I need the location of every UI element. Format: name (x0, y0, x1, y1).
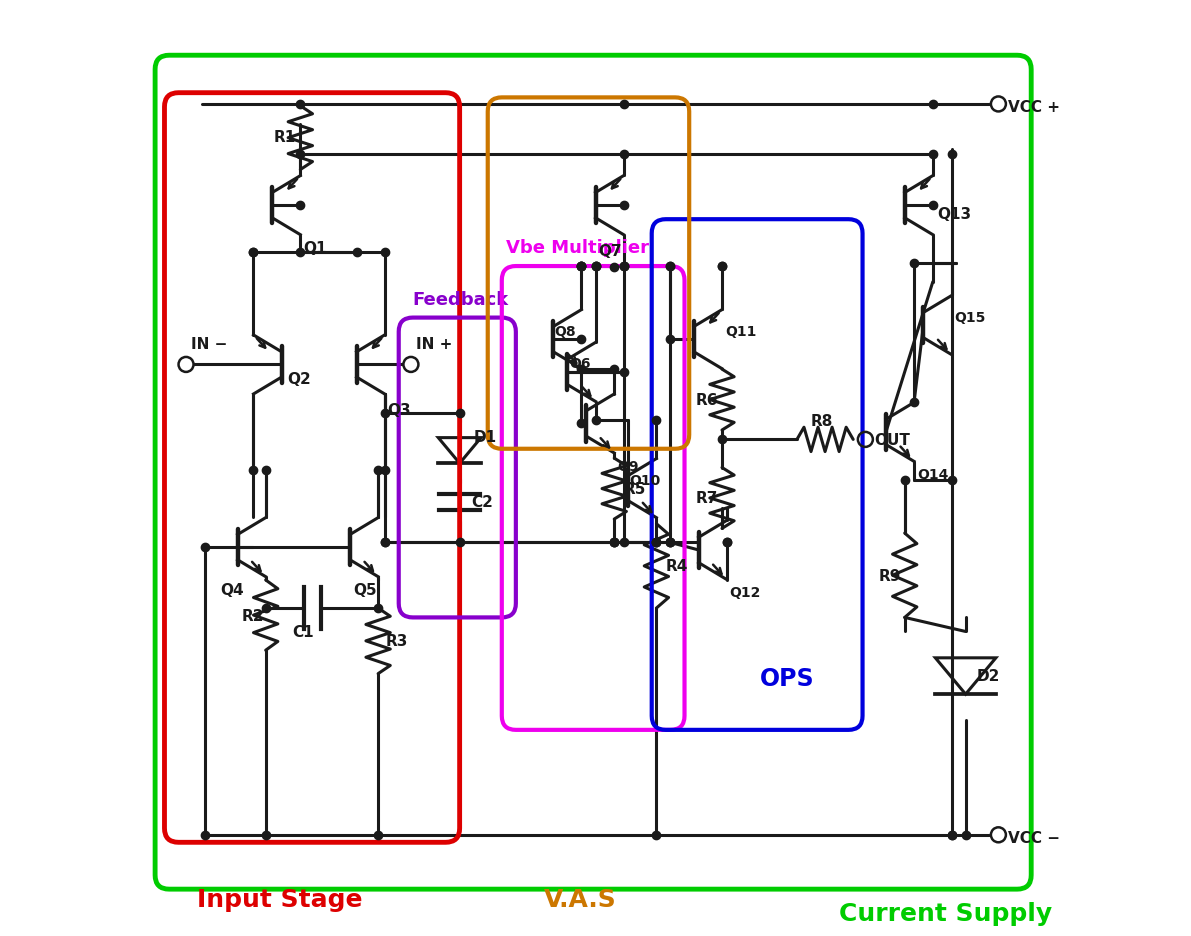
Text: Q11: Q11 (725, 325, 756, 338)
Text: Q12: Q12 (730, 586, 761, 599)
Text: R2: R2 (242, 607, 264, 623)
Text: OPS: OPS (760, 666, 815, 691)
Text: R7: R7 (696, 490, 718, 506)
Text: Q7: Q7 (598, 243, 622, 258)
Text: Q10: Q10 (630, 474, 661, 487)
Text: Q2: Q2 (287, 372, 311, 387)
Text: VCC −: VCC − (1008, 830, 1060, 845)
Text: Q5: Q5 (353, 582, 376, 597)
Text: D1: D1 (474, 430, 497, 445)
Text: OUT: OUT (874, 432, 911, 447)
Text: Vbe Multiplier: Vbe Multiplier (506, 239, 649, 257)
Text: Q3: Q3 (387, 402, 411, 417)
Text: IN −: IN − (191, 337, 227, 352)
Text: Q9: Q9 (617, 460, 638, 473)
Text: Q14: Q14 (917, 468, 948, 481)
Text: C2: C2 (470, 495, 493, 510)
Text: Feedback: Feedback (413, 290, 509, 309)
Text: Q8: Q8 (555, 325, 576, 338)
Text: VCC +: VCC + (1008, 100, 1060, 115)
Text: IN +: IN + (416, 337, 451, 352)
Text: R6: R6 (696, 392, 718, 408)
Text: R1: R1 (274, 130, 297, 145)
Text: Q13: Q13 (937, 207, 971, 222)
Text: R9: R9 (879, 568, 900, 583)
Text: Q15: Q15 (954, 311, 986, 324)
Text: R8: R8 (811, 414, 834, 429)
Text: V.A.S: V.A.S (544, 886, 617, 911)
Text: Input Stage: Input Stage (198, 886, 363, 911)
Text: Q6: Q6 (569, 358, 591, 371)
Text: Q4: Q4 (220, 582, 244, 597)
Text: Current Supply: Current Supply (840, 900, 1052, 925)
Text: Q1: Q1 (304, 241, 326, 256)
Text: R3: R3 (386, 634, 409, 649)
Text: R4: R4 (666, 559, 688, 574)
Text: C1: C1 (292, 624, 314, 639)
Text: D2: D2 (977, 668, 1000, 684)
Text: R5: R5 (624, 481, 646, 497)
